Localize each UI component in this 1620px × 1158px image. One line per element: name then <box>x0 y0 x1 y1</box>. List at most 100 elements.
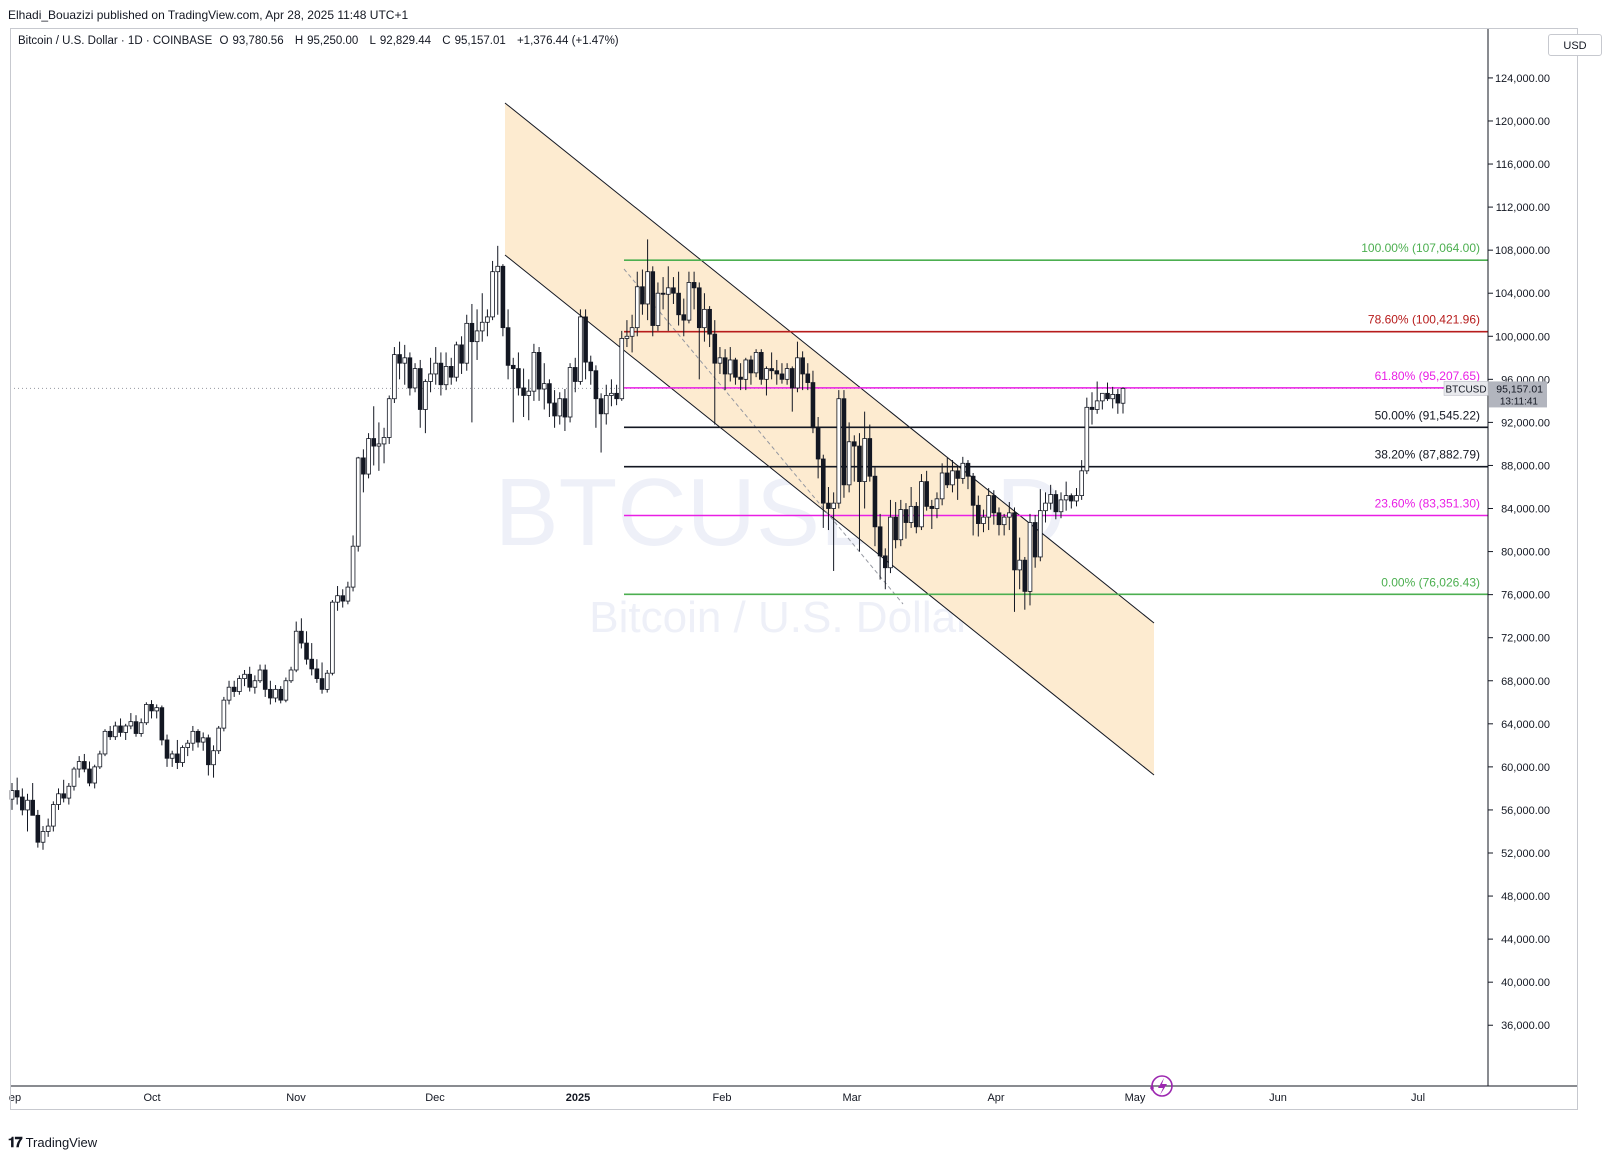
candle-body <box>175 753 180 763</box>
open-label: O <box>219 35 229 47</box>
candle-body <box>857 445 862 483</box>
candle-body <box>562 398 568 418</box>
candle-body <box>774 370 780 375</box>
candle-body <box>753 352 759 374</box>
candle-body <box>934 498 940 509</box>
open-value: 93,780.56 <box>232 35 284 47</box>
candle <box>898 499 904 547</box>
candle <box>645 239 650 321</box>
candle-body <box>986 495 991 518</box>
candle-body <box>438 362 444 386</box>
candle-body <box>945 472 950 486</box>
candle-body <box>1001 516 1007 526</box>
candle <box>159 705 165 746</box>
candle <box>733 357 738 385</box>
candle <box>846 422 852 493</box>
candle <box>552 390 557 428</box>
candle <box>795 341 800 393</box>
candle <box>138 718 144 737</box>
candle <box>547 379 552 418</box>
candle <box>950 460 955 493</box>
price-axis[interactable]: 124,000.00 120,000.00 116,000.00 112,000.00… <box>1487 28 1550 1086</box>
candle-body <box>402 357 408 364</box>
candle <box>924 470 929 511</box>
candle-body <box>242 673 247 680</box>
candle-body <box>903 509 909 523</box>
candle-body <box>640 286 645 305</box>
candle-body <box>908 505 914 523</box>
candle <box>929 499 935 529</box>
time-axis[interactable]: ep Oct Nov Dec 2025 Feb Mar Apr May Jun Jul <box>9 1085 1578 1104</box>
candle <box>521 368 526 418</box>
candle <box>562 389 568 432</box>
candle-body <box>1100 392 1105 402</box>
candle-body <box>939 472 945 500</box>
candle <box>624 320 630 348</box>
footer-brand: 𝟏𝟕 TradingView <box>8 1134 97 1151</box>
candle <box>252 675 258 694</box>
candle <box>970 472 976 536</box>
candle <box>820 454 826 528</box>
candle-body <box>826 502 831 509</box>
candle-body <box>805 373 811 383</box>
candle <box>531 343 537 401</box>
candle-body <box>76 761 82 770</box>
candle <box>650 266 656 337</box>
candles <box>9 239 1126 850</box>
candle <box>919 474 924 531</box>
candle-body <box>1063 495 1069 501</box>
candle-body <box>61 793 66 799</box>
candle-body <box>226 686 232 701</box>
candle-body <box>800 357 805 375</box>
candle <box>381 427 387 464</box>
candle-body <box>87 768 92 784</box>
candle-body <box>526 390 532 396</box>
candle <box>629 314 635 353</box>
candle-body <box>950 470 955 486</box>
candle <box>758 349 764 385</box>
candle <box>557 392 563 425</box>
candle <box>986 488 991 531</box>
candle <box>567 363 573 423</box>
candle <box>123 723 128 740</box>
candle <box>407 352 413 396</box>
candle <box>516 352 521 396</box>
candle-body <box>350 545 356 588</box>
candle <box>237 675 242 695</box>
candle <box>536 347 542 401</box>
candle-body <box>929 505 935 509</box>
candle-body <box>257 669 263 682</box>
candle-body <box>505 327 511 366</box>
candle-body <box>976 504 981 524</box>
time-tick-label: May <box>1125 1092 1146 1104</box>
price-tick-label: 60,000.00 <box>1501 762 1550 774</box>
candle <box>366 433 371 479</box>
candle <box>175 739 180 770</box>
candle <box>355 456 361 552</box>
candle <box>490 260 495 321</box>
candle <box>1001 513 1007 536</box>
candle <box>454 341 459 382</box>
low-label: L <box>369 35 376 47</box>
candle <box>376 422 382 471</box>
candle <box>1094 381 1100 414</box>
candle-body <box>888 516 893 569</box>
candle <box>872 467 878 547</box>
candle-body <box>443 366 449 386</box>
candle <box>831 492 836 571</box>
currency-selector[interactable]: USD <box>1548 34 1602 56</box>
fib-retracement[interactable] <box>10 259 1488 596</box>
candle <box>144 702 149 725</box>
candle-body <box>381 437 387 445</box>
candle-body <box>722 357 728 375</box>
candle <box>335 586 340 611</box>
candle <box>412 363 418 393</box>
candle <box>319 662 325 694</box>
candle-body <box>914 505 919 528</box>
candle-body <box>412 368 418 389</box>
lightning-icon[interactable] <box>1150 1075 1173 1097</box>
candle <box>195 729 201 748</box>
candle-body <box>490 271 495 318</box>
